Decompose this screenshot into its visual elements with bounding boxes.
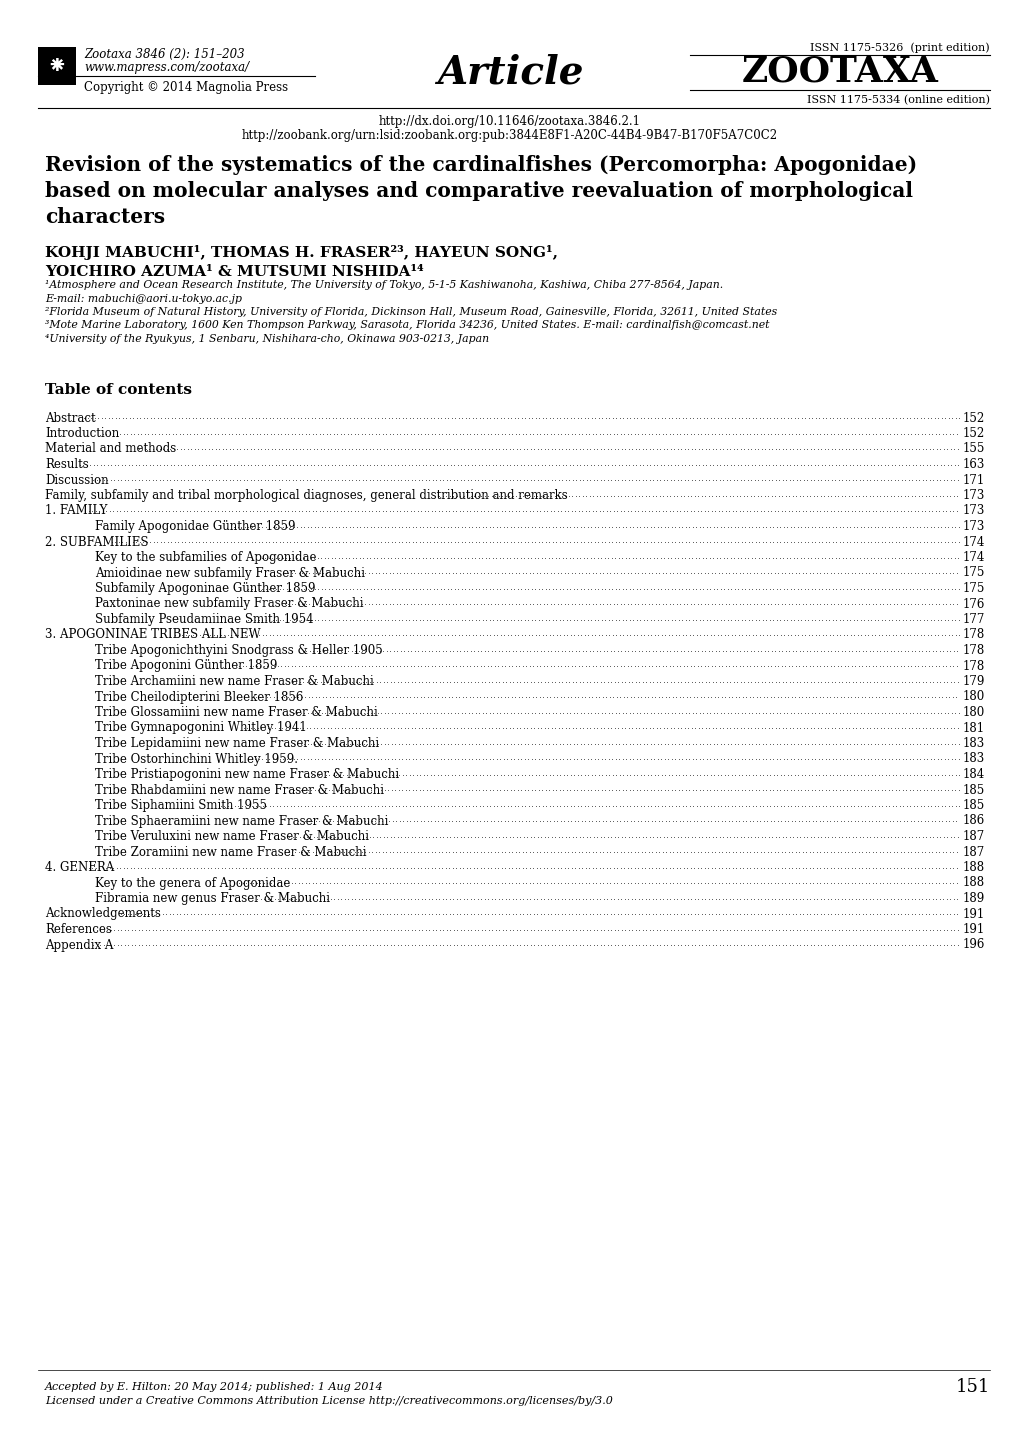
Text: 155: 155 — [962, 443, 984, 456]
Text: YOICHIRO AZUMA¹ & MUTSUMI NISHIDA¹⁴: YOICHIRO AZUMA¹ & MUTSUMI NISHIDA¹⁴ — [45, 266, 423, 278]
Text: Tribe Archamiini new name Fraser & Mabuchi: Tribe Archamiini new name Fraser & Mabuc… — [95, 675, 373, 688]
Text: 183: 183 — [962, 752, 984, 765]
Text: 173: 173 — [962, 505, 984, 518]
Text: Tribe Zoramiini new name Fraser & Mabuchi: Tribe Zoramiini new name Fraser & Mabuch… — [95, 846, 366, 859]
Text: ZOOTAXA: ZOOTAXA — [741, 55, 937, 89]
Text: Revision of the systematics of the cardinalfishes (Percomorpha: Apogonidae): Revision of the systematics of the cardi… — [45, 154, 916, 175]
Text: Tribe Rhabdamiini new name Fraser & Mabuchi: Tribe Rhabdamiini new name Fraser & Mabu… — [95, 784, 383, 797]
Text: www.mapress.com/zootaxa/: www.mapress.com/zootaxa/ — [84, 61, 249, 74]
Text: Tribe Glossamiini new name Fraser & Mabuchi: Tribe Glossamiini new name Fraser & Mabu… — [95, 706, 377, 719]
Text: Family, subfamily and tribal morphological diagnoses, general distribution and r: Family, subfamily and tribal morphologic… — [45, 489, 568, 502]
Text: ²Florida Museum of Natural History, University of Florida, Dickinson Hall, Museu: ²Florida Museum of Natural History, Univ… — [45, 307, 776, 317]
Text: Abstract: Abstract — [45, 411, 96, 424]
Text: E-mail: mabuchi@aori.u-tokyo.ac.jp: E-mail: mabuchi@aori.u-tokyo.ac.jp — [45, 293, 242, 303]
Text: Licensed under a Creative Commons Attribution License http://creativecommons.org: Licensed under a Creative Commons Attrib… — [45, 1395, 612, 1405]
Text: Tribe Apogonichthyini Snodgrass & Heller 1905: Tribe Apogonichthyini Snodgrass & Heller… — [95, 644, 382, 657]
Text: 187: 187 — [962, 846, 984, 859]
Text: KOHJI MABUCHI¹, THOMAS H. FRASER²³, HAYEUN SONG¹,: KOHJI MABUCHI¹, THOMAS H. FRASER²³, HAYE… — [45, 244, 557, 260]
Text: Tribe Apogonini Günther 1859: Tribe Apogonini Günther 1859 — [95, 659, 277, 672]
Text: 3. APOGONINAE TRIBES ALL NEW: 3. APOGONINAE TRIBES ALL NEW — [45, 629, 261, 642]
Text: 174: 174 — [962, 535, 984, 548]
Text: based on molecular analyses and comparative reevaluation of morphological: based on molecular analyses and comparat… — [45, 180, 912, 201]
Text: 187: 187 — [962, 830, 984, 843]
Text: Tribe Veruluxini new name Fraser & Mabuchi: Tribe Veruluxini new name Fraser & Mabuc… — [95, 830, 369, 843]
Text: Family Apogonidae Günther 1859: Family Apogonidae Günther 1859 — [95, 519, 296, 532]
Text: 188: 188 — [962, 876, 984, 889]
Text: Tribe Pristiapogonini new name Fraser & Mabuchi: Tribe Pristiapogonini new name Fraser & … — [95, 768, 398, 781]
Text: 185: 185 — [962, 799, 984, 812]
Text: Subfamily Apogoninae Günther 1859: Subfamily Apogoninae Günther 1859 — [95, 582, 315, 595]
Text: 189: 189 — [962, 892, 984, 905]
Bar — [38, 48, 76, 85]
Text: 183: 183 — [962, 737, 984, 750]
Text: 178: 178 — [962, 629, 984, 642]
Text: Introduction: Introduction — [45, 427, 119, 440]
Text: ¹Atmosphere and Ocean Research Institute, The University of Tokyo, 5-1-5 Kashiwa: ¹Atmosphere and Ocean Research Institute… — [45, 280, 722, 290]
Text: Fibramia new genus Fraser & Mabuchi: Fibramia new genus Fraser & Mabuchi — [95, 892, 330, 905]
Text: 178: 178 — [962, 644, 984, 657]
Text: Discussion: Discussion — [45, 473, 108, 486]
Text: 175: 175 — [962, 582, 984, 595]
Text: 184: 184 — [962, 768, 984, 781]
Text: 191: 191 — [962, 908, 984, 921]
Text: ⁕: ⁕ — [47, 53, 67, 78]
Text: Article: Article — [436, 53, 583, 91]
Text: Accepted by E. Hilton: 20 May 2014; published: 1 Aug 2014: Accepted by E. Hilton: 20 May 2014; publ… — [45, 1382, 383, 1392]
Text: Amioidinae new subfamily Fraser & Mabuchi: Amioidinae new subfamily Fraser & Mabuch… — [95, 567, 365, 580]
Text: ⁴University of the Ryukyus, 1 Senbaru, Nishihara-cho, Okinawa 903-0213, Japan: ⁴University of the Ryukyus, 1 Senbaru, N… — [45, 333, 489, 343]
Text: ISSN 1175-5334 (online edition): ISSN 1175-5334 (online edition) — [806, 95, 989, 105]
Text: 196: 196 — [962, 938, 984, 951]
Text: 152: 152 — [962, 427, 984, 440]
Text: 181: 181 — [962, 722, 984, 734]
Text: 179: 179 — [962, 675, 984, 688]
Text: Tribe Siphamiini Smith 1955: Tribe Siphamiini Smith 1955 — [95, 799, 267, 812]
Text: 173: 173 — [962, 519, 984, 532]
Text: 177: 177 — [962, 613, 984, 626]
Text: 163: 163 — [962, 457, 984, 470]
Text: Tribe Lepidamiini new name Fraser & Mabuchi: Tribe Lepidamiini new name Fraser & Mabu… — [95, 737, 379, 750]
Text: Tribe Sphaeramiini new name Fraser & Mabuchi: Tribe Sphaeramiini new name Fraser & Mab… — [95, 814, 388, 827]
Text: 151: 151 — [955, 1378, 989, 1395]
Text: 180: 180 — [962, 691, 984, 704]
Text: Key to the subfamilies of Apogonidae: Key to the subfamilies of Apogonidae — [95, 551, 316, 564]
Text: 152: 152 — [962, 411, 984, 424]
Text: 180: 180 — [962, 706, 984, 719]
Text: 175: 175 — [962, 567, 984, 580]
Text: 1. FAMILY: 1. FAMILY — [45, 505, 107, 518]
Text: Acknowledgements: Acknowledgements — [45, 908, 161, 921]
Text: Tribe Ostorhinchini Whitley 1959.: Tribe Ostorhinchini Whitley 1959. — [95, 752, 298, 765]
Text: Zootaxa 3846 (2): 151–203: Zootaxa 3846 (2): 151–203 — [84, 48, 245, 61]
Text: Tribe Cheilodipterini Bleeker 1856: Tribe Cheilodipterini Bleeker 1856 — [95, 691, 303, 704]
Text: 171: 171 — [962, 473, 984, 486]
Text: Subfamily Pseudamiinae Smith 1954: Subfamily Pseudamiinae Smith 1954 — [95, 613, 313, 626]
Text: 185: 185 — [962, 784, 984, 797]
Text: ISSN 1175-5326  (print edition): ISSN 1175-5326 (print edition) — [809, 43, 989, 53]
Text: 4. GENERA: 4. GENERA — [45, 861, 114, 874]
Text: 186: 186 — [962, 814, 984, 827]
Text: Key to the genera of Apogonidae: Key to the genera of Apogonidae — [95, 876, 290, 889]
Text: 188: 188 — [962, 861, 984, 874]
Text: Paxtoninae new subfamily Fraser & Mabuchi: Paxtoninae new subfamily Fraser & Mabuch… — [95, 597, 363, 610]
Text: 173: 173 — [962, 489, 984, 502]
Text: 191: 191 — [962, 924, 984, 937]
Text: Appendix A: Appendix A — [45, 938, 113, 951]
Text: Material and methods: Material and methods — [45, 443, 176, 456]
Text: Copyright © 2014 Magnolia Press: Copyright © 2014 Magnolia Press — [84, 81, 287, 94]
Text: Tribe Gymnapogonini Whitley 1941: Tribe Gymnapogonini Whitley 1941 — [95, 722, 307, 734]
Text: References: References — [45, 924, 112, 937]
Text: http://zoobank.org/urn:lsid:zoobank.org:pub:3844E8F1-A20C-44B4-9B47-B170F5A7C0C2: http://zoobank.org/urn:lsid:zoobank.org:… — [242, 130, 777, 143]
Text: ³Mote Marine Laboratory, 1600 Ken Thompson Parkway, Sarasota, Florida 34236, Uni: ³Mote Marine Laboratory, 1600 Ken Thomps… — [45, 320, 768, 330]
Text: characters: characters — [45, 206, 165, 227]
Text: Results: Results — [45, 457, 89, 470]
Text: 2. SUBFAMILIES: 2. SUBFAMILIES — [45, 535, 149, 548]
Text: http://dx.doi.org/10.11646/zootaxa.3846.2.1: http://dx.doi.org/10.11646/zootaxa.3846.… — [379, 115, 640, 128]
Text: Table of contents: Table of contents — [45, 382, 192, 397]
Text: 176: 176 — [962, 597, 984, 610]
Text: 178: 178 — [962, 659, 984, 672]
Text: 174: 174 — [962, 551, 984, 564]
